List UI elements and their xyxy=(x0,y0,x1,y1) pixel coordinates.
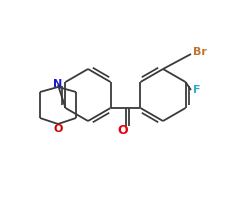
Text: O: O xyxy=(53,124,63,134)
Text: O: O xyxy=(117,124,128,138)
Text: N: N xyxy=(53,79,63,89)
Text: F: F xyxy=(193,85,200,95)
Text: Br: Br xyxy=(193,47,207,57)
